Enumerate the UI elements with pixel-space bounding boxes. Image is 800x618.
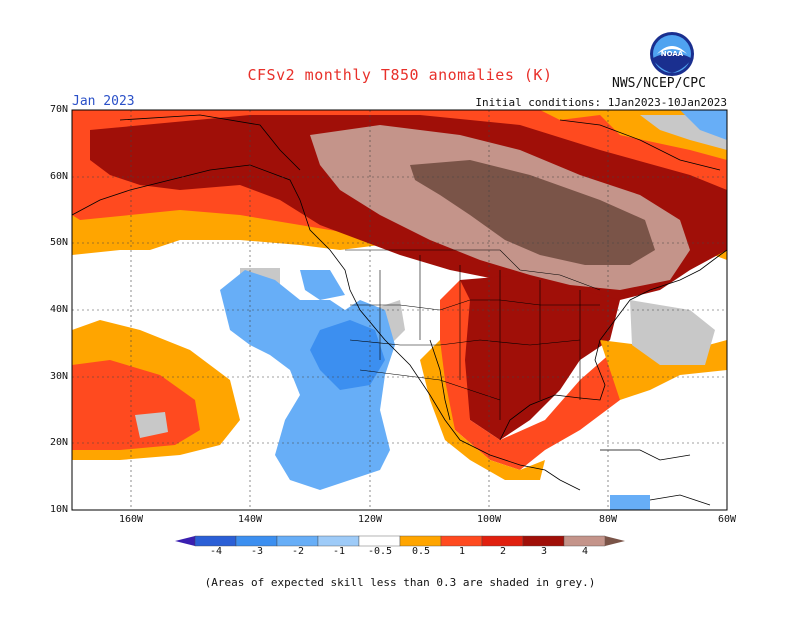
initial-conditions: Initial conditions: 1Jan2023-10Jan2023 [475,96,727,109]
noaa-logo-icon: NOAA [650,32,694,76]
lat-label-40n: 40N [49,304,68,315]
anomaly-band-1-2-hawaii [72,360,200,450]
colorbar-label: -0.5 [367,546,393,557]
colorbar-label: 0.5 [411,546,431,557]
colorbar-label: -2 [291,546,305,557]
lat-label-70n: 70N [49,104,68,115]
colorbar-swatch [481,535,524,547]
colorbar-arrow-left [175,536,195,546]
colorbar-label: 4 [581,546,589,557]
anomaly-band-neg-2-west [310,320,385,390]
lat-label-10n: 10N [49,504,68,515]
lat-label-50n: 50N [49,237,68,248]
colorbar-arrow-right [605,536,625,546]
forecast-month: Jan 2023 [72,94,135,109]
colorbar-swatch [194,535,237,547]
colorbar-label: -1 [332,546,346,557]
colorbar-swatch [522,535,565,547]
lat-label-20n: 20N [49,437,68,448]
anomaly-band-neg-1-caribbean [610,495,650,510]
map-title: CFSv2 monthly T850 anomalies (K) [247,66,553,84]
lat-label-30n: 30N [49,371,68,382]
lon-label-160w: 160W [118,514,144,525]
colorbar-swatch [358,535,401,547]
anomaly-band-neg-1-arctic [680,110,727,140]
lon-label-140w: 140W [237,514,263,525]
anomaly-band-1-2-south [440,280,640,470]
colorbar-label: 1 [458,546,466,557]
lon-label-100w: 100W [476,514,502,525]
colorbar-label: -4 [209,546,223,557]
colorbar-swatch [276,535,319,547]
political-borders [345,249,601,420]
colorbar-swatch [235,535,278,547]
coastlines [72,114,727,506]
lon-label-80w: 80W [598,514,618,525]
low-skill-grey-east [630,300,715,365]
anomaly-band-neg-1-north [300,270,345,300]
lon-label-120w: 120W [357,514,383,525]
map-frame [71,109,728,511]
gridlines [72,110,727,510]
colorbar-swatch [563,535,606,547]
colorbar-label: 2 [499,546,507,557]
colorbar-label: -3 [250,546,264,557]
lat-label-60n: 60N [49,171,68,182]
colorbar-swatch [440,535,483,547]
skill-footnote: (Areas of expected skill less than 0.3 a… [204,576,596,589]
organization-label: NWS/NCEP/CPC [612,76,706,91]
low-skill-grey-hawaii [135,412,168,438]
anomaly-band-gt4 [410,160,655,265]
colorbar-swatch [399,535,442,547]
logo-text: NOAA [661,50,684,58]
anomaly-band-0.5-1-south [420,340,545,480]
colorbar-label: 3 [540,546,548,557]
colorbar [175,535,625,547]
colorbar-swatch [317,535,360,547]
lon-label-60w: 60W [717,514,737,525]
